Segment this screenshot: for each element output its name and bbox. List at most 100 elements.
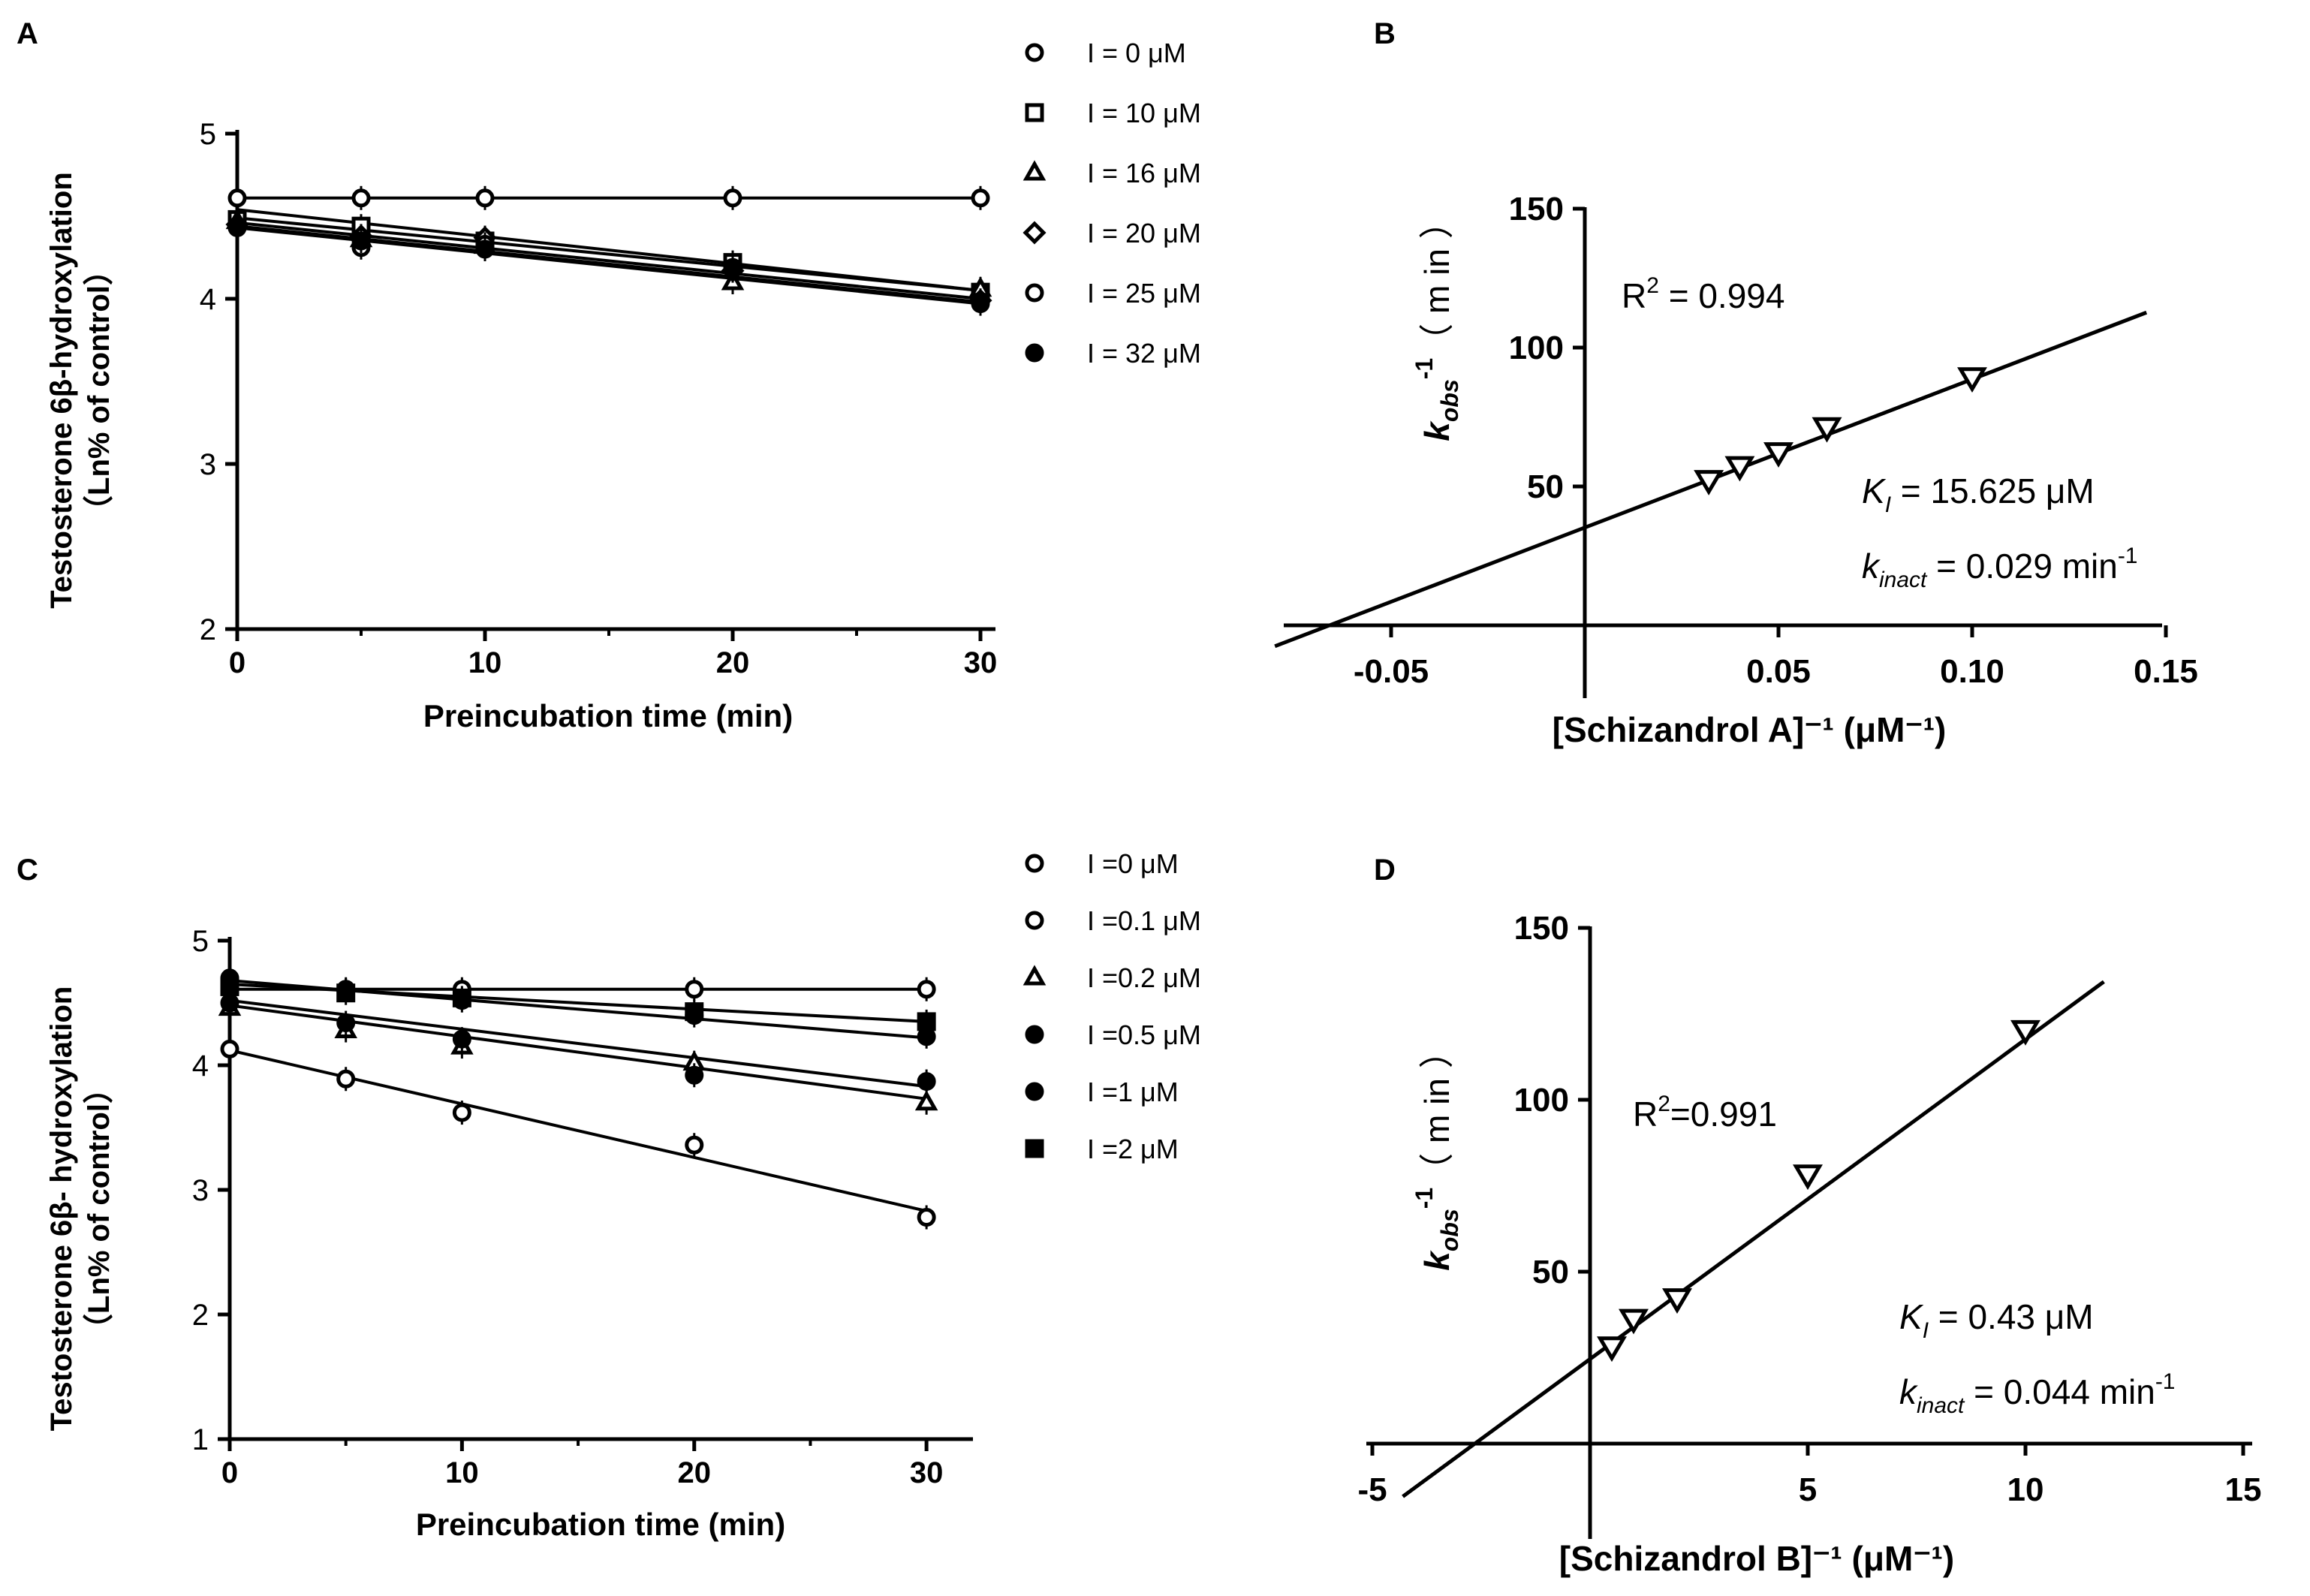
x-tick-label: -5 — [1357, 1471, 1387, 1508]
fit-line — [1402, 980, 2105, 1498]
kinact-label: kinact = 0.029 min-1 — [1862, 544, 2138, 592]
legend-label: I = 32 μM — [1087, 338, 1201, 369]
axes: 0 10 20 30 2 3 4 5 — [200, 118, 998, 679]
y-axis-label-line2: （Ln% of control） — [83, 1074, 116, 1344]
data-point — [351, 188, 371, 208]
data-point — [917, 980, 936, 999]
x-tick-label: 0.10 — [1940, 653, 2004, 690]
data-point — [917, 1012, 936, 1031]
x-axis-label: [Schizandrol A]⁻¹ (μM⁻¹) — [1553, 710, 1947, 749]
x-tick-label: 0.15 — [2134, 653, 2198, 690]
data-point — [1793, 1164, 1823, 1191]
x-tick-label: 20 — [678, 1456, 712, 1489]
y-axis-label-line2: （Ln% of control） — [83, 255, 116, 525]
panel-letter-a: A — [17, 17, 38, 50]
data-point — [971, 292, 990, 312]
data-point — [220, 1039, 239, 1058]
fit-line — [229, 1004, 927, 1101]
data-point — [685, 1065, 704, 1085]
legend: I =0 μM I =0.1 μM I =0.2 μM I =0.5 μM I =1 μ… — [1022, 848, 1201, 1164]
data-point — [351, 231, 371, 251]
data-point — [1957, 367, 1987, 393]
panel-c: C Testosterone 6β- hydroxylation （Ln% of… — [17, 848, 1201, 1542]
kinact-label: kinact = 0.044 min-1 — [1899, 1369, 2176, 1418]
legend-label: I = 10 μM — [1087, 98, 1201, 128]
fit-line — [236, 224, 981, 304]
legend-label: I =0.2 μM — [1087, 962, 1201, 993]
data-point — [475, 239, 495, 259]
data-point — [452, 1103, 471, 1122]
data-point — [1763, 442, 1793, 468]
ki-label: KI = 0.43 μM — [1899, 1297, 2094, 1343]
legend-label: I =0.1 μM — [1087, 905, 1201, 936]
x-tick-label: 30 — [964, 646, 998, 679]
y-tick-label: 100 — [1509, 330, 1564, 366]
data-point — [914, 1090, 938, 1111]
fit-line — [236, 216, 981, 292]
x-axis-label: Preincubation time (min) — [416, 1507, 785, 1542]
panel-letter-c: C — [17, 854, 38, 887]
y-tick-label: 5 — [200, 118, 216, 151]
legend-marker — [1025, 854, 1044, 873]
y-axis-label-line1: Testosterone 6β-hydroxylation — [45, 172, 78, 609]
x-axis-label: Preincubation time (min) — [423, 698, 793, 733]
x-tick-label: 5 — [1799, 1471, 1817, 1508]
fit-lines — [229, 979, 927, 1213]
y-tick-label: 150 — [1509, 191, 1564, 227]
x-tick-label: 20 — [716, 646, 750, 679]
fit-line — [236, 226, 981, 306]
data-point — [917, 1208, 936, 1227]
data-point — [1724, 456, 1755, 482]
y-tick-label: 4 — [200, 283, 216, 316]
legend-marker — [1025, 343, 1044, 363]
legend-marker — [1025, 43, 1044, 62]
y-axis-label: kobs-1（ m in ） — [1411, 1034, 1463, 1270]
data-point — [1812, 417, 1842, 443]
data-point — [2010, 1019, 2040, 1046]
legend-label: I =1 μM — [1087, 1077, 1179, 1107]
data-point — [336, 1069, 356, 1089]
legend-label: I = 25 μM — [1087, 278, 1201, 309]
data-point — [452, 988, 471, 1007]
data-point — [1619, 1308, 1649, 1335]
legend-marker — [1025, 1082, 1044, 1101]
data-point — [1694, 470, 1724, 495]
panel-letter-b: B — [1374, 17, 1396, 50]
legend-label: I = 20 μM — [1087, 218, 1201, 248]
panel-b: B kobs-1（ m in ） [Schizandrol A]⁻¹ (μM⁻¹… — [1274, 17, 2198, 749]
x-tick-label: 15 — [2225, 1471, 2262, 1508]
x-tick-label: -0.05 — [1354, 653, 1429, 690]
x-tick-label: 10 — [2007, 1471, 2044, 1508]
y-tick-label: 2 — [200, 613, 216, 646]
panel-letter-d: D — [1374, 854, 1396, 887]
y-tick-label: 2 — [192, 1299, 209, 1332]
fit-lines — [236, 196, 981, 306]
y-axis-label-line1: Testosterone 6β- hydroxylation — [45, 986, 78, 1432]
legend-label: I =2 μM — [1087, 1134, 1179, 1164]
data-point — [227, 218, 247, 237]
legend-label: I = 0 μM — [1087, 38, 1186, 68]
legend-label: I = 16 μM — [1087, 158, 1201, 188]
y-tick-label: 150 — [1514, 910, 1569, 947]
legend-marker — [1022, 160, 1047, 181]
data-point — [917, 1072, 936, 1092]
x-tick-label: 10 — [445, 1456, 479, 1489]
fit-lines — [1402, 980, 2105, 1498]
legend-marker — [1025, 1139, 1044, 1158]
axes: -5 5 10 15 50 100 150 — [1357, 910, 2261, 1539]
legend-marker — [1022, 221, 1047, 245]
x-tick-label: 0 — [229, 646, 245, 679]
panel-d: D kobs-1（ m in ） [Schizandrol B]⁻¹ (μM⁻¹… — [1357, 854, 2261, 1578]
data-point — [227, 188, 247, 208]
y-axis-label: kobs-1（ m in ） — [1411, 204, 1463, 441]
data-point — [475, 188, 495, 208]
data-points — [225, 185, 992, 316]
x-tick-label: 0 — [221, 1456, 238, 1489]
x-tick-label: 30 — [910, 1456, 944, 1489]
y-tick-label: 50 — [1532, 1254, 1569, 1290]
axes: 0 10 20 30 1 2 3 4 5 — [192, 925, 973, 1489]
r-squared-label: R2 = 0.994 — [1622, 273, 1784, 315]
legend-marker — [1022, 965, 1047, 986]
data-points — [218, 965, 938, 1230]
legend-label: I =0.5 μM — [1087, 1019, 1201, 1050]
